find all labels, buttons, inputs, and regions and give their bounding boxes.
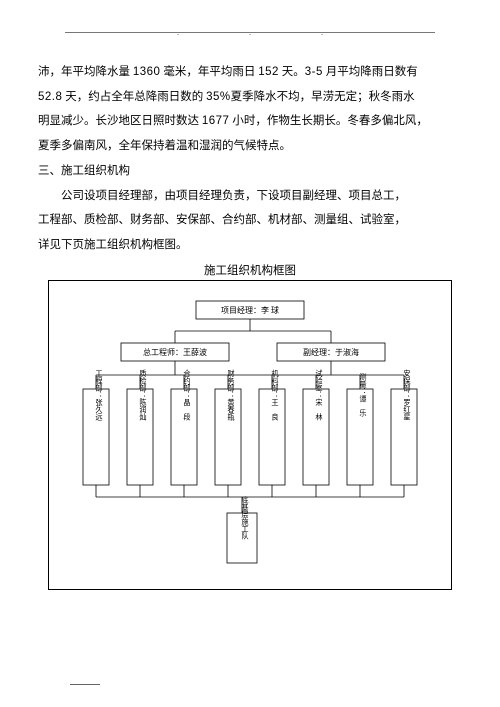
org-chart: 项目经理：李 球总工程师：王薛波 副经理：于淑海工程部：张久远 质检部：陈润灿 合约部… — [59, 295, 441, 575]
body-text: 沛，年平均降水量 1360 毫米，年平均雨日 152 天。3-5 月平均降雨日数… — [38, 60, 462, 258]
svg-text:测量：谭 乐: 测量：谭 乐 — [359, 373, 367, 416]
para-2: 52.8 天，约占全年总降雨日数的 35%夏季降水不均，早涝无定；秋冬雨水 — [38, 85, 462, 110]
svg-text:工程部：张久远: 工程部：张久远 — [95, 370, 103, 422]
svg-text:底基层施工队: 底基层施工队 — [241, 495, 249, 540]
svg-text:安保部：罗红星: 安保部：罗红星 — [403, 369, 411, 420]
svg-text:机料部：王 良: 机料部：王 良 — [271, 369, 279, 421]
header-rule — [65, 32, 435, 33]
svg-text:项目经理：李 球: 项目经理：李 球 — [221, 305, 279, 315]
svg-text:试验室：宋 林: 试验室：宋 林 — [315, 369, 323, 421]
svg-text:副经理：于淑海: 副经理：于淑海 — [303, 347, 359, 357]
heading-3: 三、施工组织机构 — [38, 159, 462, 184]
svg-text:总工程师：王薛波: 总工程师：王薛波 — [143, 347, 207, 357]
chart-title: 施工组织机构框图 — [38, 262, 462, 278]
svg-text:质检部：陈润灿: 质检部：陈润灿 — [139, 369, 147, 421]
para-6: 工程部、质检部、财务部、安保部、合约部、机材部、测量组、试验室， — [38, 208, 462, 233]
para-4: 夏季多偏南风，全年保持着温和湿润的气候特点。 — [38, 134, 462, 159]
svg-text:财务部：黄春瓶: 财务部：黄春瓶 — [227, 369, 235, 421]
para-5: 公司设项目经理部，由项目经理负责，下设项目副经理、项目总工， — [38, 184, 462, 209]
para-7: 详见下页施工组织机构框图。 — [38, 233, 462, 258]
svg-text:合约部：晶 段: 合约部：晶 段 — [183, 369, 191, 421]
footer-mark — [70, 684, 100, 685]
para-3: 明显减少。长沙地区日照时数达 1677 小时，作物生长期长。冬春多偏北风， — [38, 109, 462, 134]
org-chart-frame: 项目经理：李 球总工程师：王薛波 副经理：于淑海工程部：张久远 质检部：陈润灿 合约部… — [48, 280, 452, 590]
para-1: 沛，年平均降水量 1360 毫米，年平均雨日 152 天。3-5 月平均降雨日数… — [38, 60, 462, 85]
